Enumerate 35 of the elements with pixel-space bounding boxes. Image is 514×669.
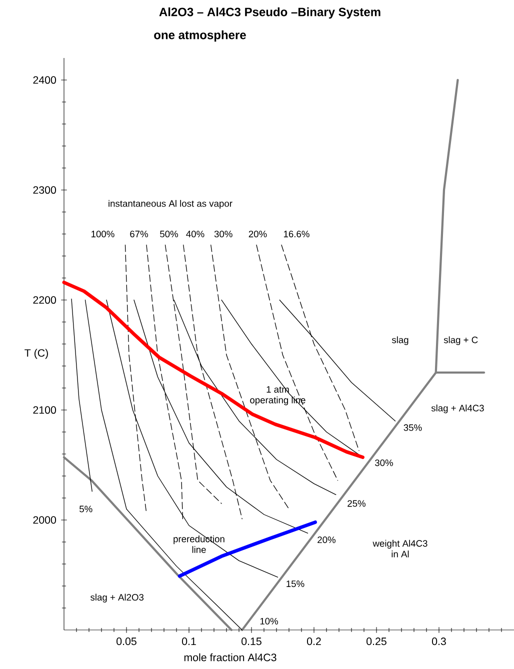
annotation: 30% <box>375 460 393 466</box>
annotation: 50% <box>160 230 178 238</box>
annotation: 10% <box>260 618 278 624</box>
y-tick-label: 2000 <box>33 516 56 524</box>
y-tick-label: 2300 <box>33 186 56 194</box>
annotation: 15% <box>286 580 304 588</box>
annotation: 35% <box>404 424 422 431</box>
x-tick-label: 0.2 <box>307 638 321 646</box>
annotation: 67% <box>130 230 148 238</box>
chart-subtitle: one atmosphere <box>154 30 246 42</box>
annotation: weight Al4C3 in Al <box>372 540 428 558</box>
y-tick-label: 2100 <box>33 406 56 414</box>
y-axis-title: T (C) <box>24 348 48 359</box>
y-tick-label: 2400 <box>33 76 56 84</box>
annotation: 5% <box>80 506 92 512</box>
annotation: slag + Al2O3 <box>90 594 144 602</box>
annotation: 30% <box>214 230 232 238</box>
annotation: slag <box>392 336 408 346</box>
y-tick-label: 2200 <box>33 296 56 304</box>
x-tick-label: 0.25 <box>366 638 386 646</box>
annotation: slag + Al4C3 <box>431 404 484 414</box>
annotation: 20% <box>318 536 336 544</box>
x-tick-label: 0.15 <box>242 638 262 646</box>
annotation: 100% <box>92 230 114 238</box>
annotation: 16.6% <box>284 230 310 238</box>
x-tick-label: 0.3 <box>432 638 446 646</box>
x-tick-label: 0.1 <box>182 638 196 646</box>
annotation: 20% <box>248 230 267 238</box>
chart-title: Al2O3 – Al4C3 Pseudo –Binary System <box>159 7 380 19</box>
x-axis-title: mole fraction Al4C3 <box>184 653 276 662</box>
annotation: slag + C <box>444 336 478 346</box>
x-tick-label: 0.05 <box>116 638 136 646</box>
annotation: instantaneous Al lost as vapor <box>108 200 232 209</box>
annotation: 25% <box>348 500 366 507</box>
annotation: 40% <box>186 230 204 238</box>
